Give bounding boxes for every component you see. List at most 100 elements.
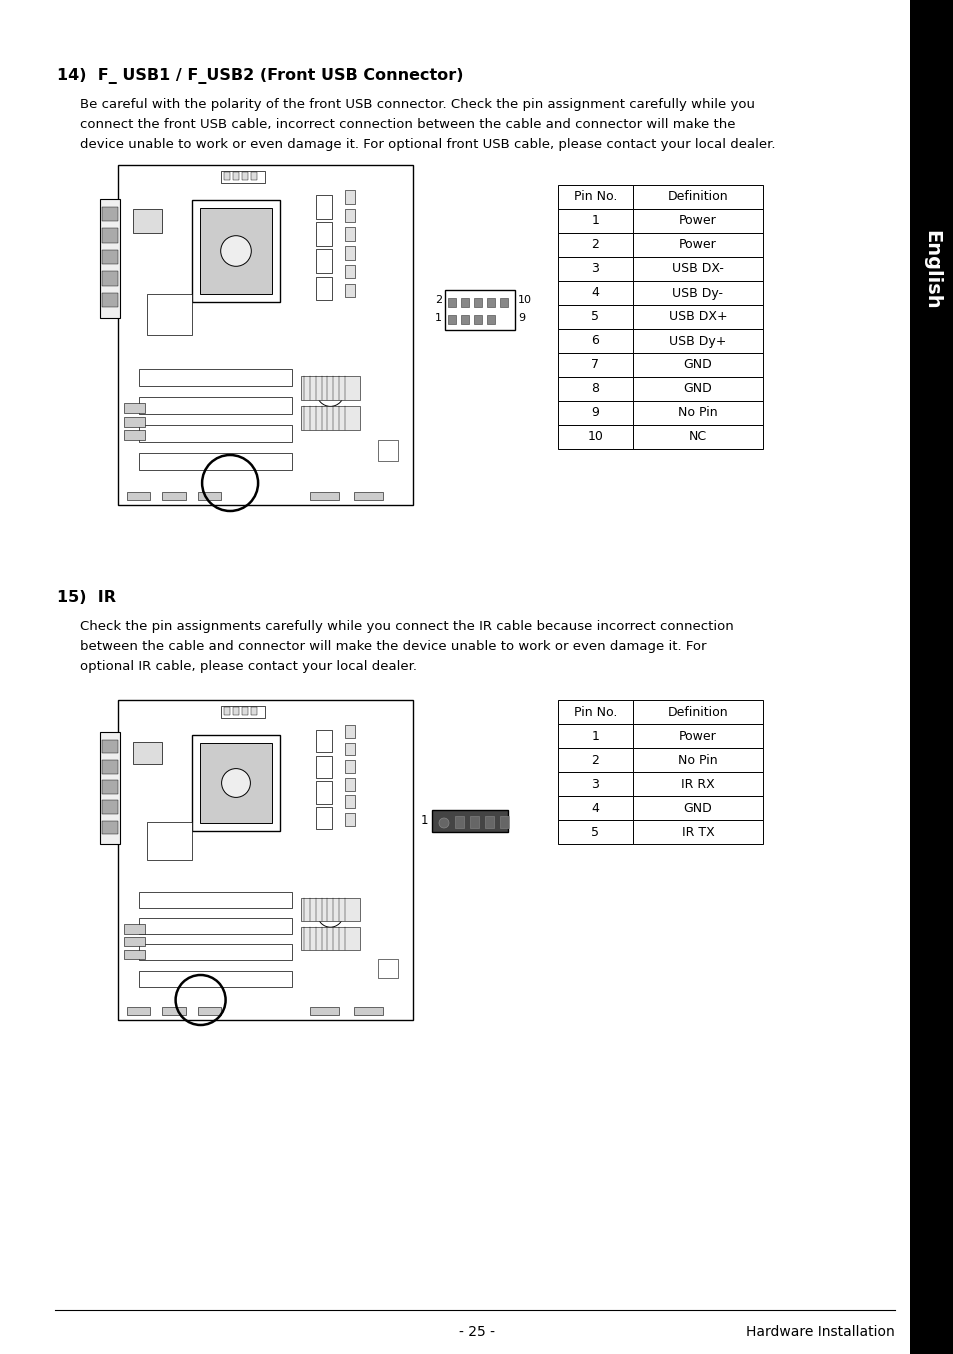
Bar	[310, 492, 339, 500]
Text: USB DX-: USB DX-	[671, 263, 723, 275]
Bar	[499, 298, 507, 307]
Text: 8: 8	[591, 382, 598, 395]
Bar	[558, 305, 633, 329]
Bar	[558, 425, 633, 450]
Bar	[124, 923, 145, 934]
Bar	[100, 199, 120, 318]
Bar	[558, 353, 633, 376]
Text: Power: Power	[679, 730, 716, 742]
Text: between the cable and connector will make the device unable to work or even dama: between the cable and connector will mak…	[80, 640, 706, 653]
Text: Definition: Definition	[667, 705, 727, 719]
Bar	[558, 329, 633, 353]
Circle shape	[438, 818, 449, 829]
Bar	[558, 796, 633, 821]
Bar	[558, 257, 633, 282]
Bar	[470, 816, 478, 829]
Text: 1: 1	[591, 730, 598, 742]
Text: 3: 3	[591, 263, 598, 275]
Bar	[192, 200, 280, 302]
Bar	[377, 440, 397, 460]
Text: 1: 1	[420, 815, 428, 827]
Bar	[124, 417, 145, 427]
Text: 15)  IR: 15) IR	[57, 590, 116, 605]
Bar	[124, 431, 145, 440]
Bar	[448, 315, 456, 324]
Bar	[251, 707, 257, 715]
Text: Power: Power	[679, 214, 716, 227]
Text: connect the front USB cable, incorrect connection between the cable and connecto: connect the front USB cable, incorrect c…	[80, 118, 735, 131]
Bar	[448, 298, 456, 307]
Bar	[102, 741, 118, 753]
Text: Pin No.: Pin No.	[573, 705, 617, 719]
Bar	[199, 743, 272, 823]
Text: 10: 10	[517, 295, 532, 305]
Bar	[242, 172, 248, 180]
Bar	[315, 249, 332, 274]
Bar	[345, 795, 355, 808]
Bar	[558, 282, 633, 305]
Bar	[345, 209, 355, 222]
Bar	[558, 185, 633, 209]
Bar	[300, 406, 359, 431]
Text: IR TX: IR TX	[680, 826, 714, 838]
Circle shape	[317, 902, 343, 927]
Bar	[499, 816, 509, 829]
Bar	[633, 233, 762, 257]
Bar	[251, 172, 257, 180]
Bar	[444, 290, 515, 330]
Text: 10: 10	[587, 431, 603, 444]
Bar	[460, 315, 469, 324]
Text: GND: GND	[683, 382, 712, 395]
Bar	[102, 780, 118, 793]
Bar	[192, 735, 280, 831]
Bar	[345, 760, 355, 773]
Bar	[315, 222, 332, 246]
Bar	[315, 730, 332, 753]
Text: 1: 1	[435, 313, 441, 324]
Text: 14)  F_ USB1 / F_USB2 (Front USB Connector): 14) F_ USB1 / F_USB2 (Front USB Connecto…	[57, 68, 463, 84]
Bar	[315, 807, 332, 829]
Bar	[315, 756, 332, 779]
Bar	[300, 927, 359, 949]
Text: No Pin: No Pin	[678, 406, 717, 420]
Bar	[300, 376, 359, 399]
Text: 5: 5	[591, 826, 598, 838]
Bar	[558, 401, 633, 425]
Bar	[315, 195, 332, 219]
Bar	[138, 971, 292, 987]
Bar	[432, 810, 507, 831]
Bar	[345, 190, 355, 203]
Bar	[633, 353, 762, 376]
Bar	[100, 733, 120, 844]
Bar	[633, 401, 762, 425]
Bar	[486, 315, 495, 324]
Bar	[474, 315, 481, 324]
Text: Check the pin assignments carefully while you connect the IR cable because incor: Check the pin assignments carefully whil…	[80, 620, 733, 634]
Text: Be careful with the polarity of the front USB connector. Check the pin assignmen: Be careful with the polarity of the fron…	[80, 97, 754, 111]
Bar	[224, 707, 230, 715]
Text: 3: 3	[591, 777, 598, 791]
Bar	[633, 185, 762, 209]
Text: GND: GND	[683, 802, 712, 815]
Bar	[242, 707, 248, 715]
Bar	[138, 918, 292, 934]
Bar	[118, 165, 413, 505]
Bar	[132, 742, 162, 764]
Bar	[558, 724, 633, 747]
Bar	[354, 1007, 383, 1016]
Bar	[909, 0, 953, 1354]
Bar	[486, 298, 495, 307]
Text: 9: 9	[517, 313, 524, 324]
Bar	[124, 949, 145, 959]
Bar	[138, 892, 292, 909]
Bar	[315, 781, 332, 804]
Text: USB Dy+: USB Dy+	[669, 334, 726, 348]
Bar	[102, 229, 118, 242]
Bar	[558, 209, 633, 233]
Bar	[345, 227, 355, 241]
Bar	[300, 899, 359, 921]
Text: USB Dy-: USB Dy-	[672, 287, 722, 299]
Circle shape	[316, 379, 344, 406]
Bar	[633, 724, 762, 747]
Bar	[124, 937, 145, 946]
